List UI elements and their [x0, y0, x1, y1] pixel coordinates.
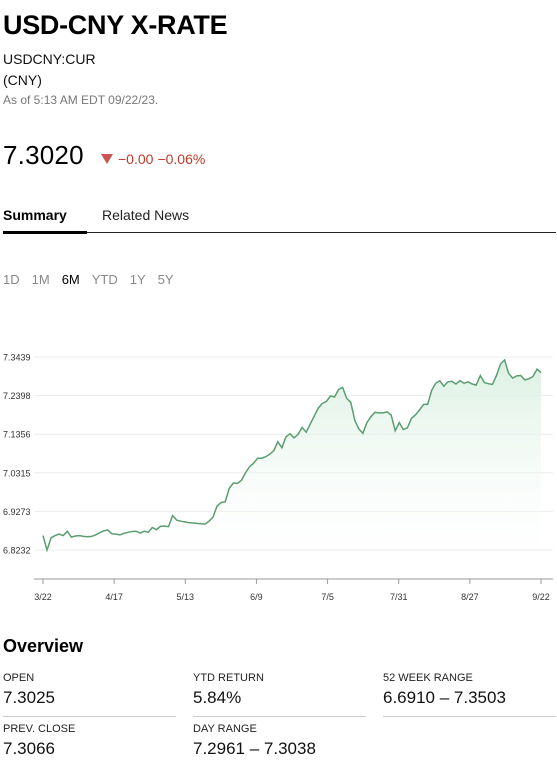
x-tick-label: 8/27: [461, 592, 479, 602]
x-tick-label: 6/9: [250, 592, 263, 602]
range-5y[interactable]: 5Y: [157, 272, 174, 287]
divider: [383, 716, 556, 717]
y-tick-label: 6.9273: [3, 507, 31, 517]
chart-series-line: [42, 358, 542, 553]
change-value: −0.00: [118, 151, 154, 167]
y-tick-label: 7.2398: [3, 391, 31, 401]
divider: [193, 716, 366, 717]
x-tick-label: 3/22: [34, 592, 52, 602]
x-tick-label: 4/17: [105, 592, 123, 602]
stat-value: 7.3025: [3, 688, 55, 707]
page-title: USD-CNY X-RATE: [3, 10, 228, 40]
stat-label: PREV. CLOSE: [3, 723, 76, 735]
stat-value: 5.84%: [193, 688, 242, 707]
x-tick-label: 5/13: [177, 592, 195, 602]
x-tick-label: 7/31: [390, 592, 408, 602]
stat-prev-close: PREV. CLOSE 7.3066: [3, 723, 75, 759]
down-arrow-icon: [101, 154, 113, 164]
x-tick-label: 7/5: [321, 592, 334, 602]
tab-related-news[interactable]: Related News: [102, 207, 190, 223]
change-percent: −0.06%: [157, 151, 206, 167]
stat-label: YTD RETURN: [193, 672, 264, 684]
stat-52-week-range: 52 WEEK RANGE 6.6910 – 7.3503: [383, 672, 506, 708]
tab-bar: Summary Related News: [3, 200, 556, 234]
stat-ytd-return: YTD RETURN 5.84%: [193, 672, 264, 708]
current-price: 7.3020: [3, 140, 84, 170]
price-chart[interactable]: 7.3439 7.2398 7.1356 7.0315 6.9273 6.8232 3/2…: [0, 340, 557, 608]
x-axis-ticks: 3/22 4/17 5/13 6/9 7/5 7/31 8/27 9/22: [34, 579, 550, 602]
overview-heading: Overview: [3, 636, 84, 656]
x-tick-label: 9/22: [532, 592, 550, 602]
stat-label: DAY RANGE: [193, 723, 257, 735]
range-1d[interactable]: 1D: [3, 272, 20, 287]
y-axis-ticks: 7.3439 7.2398 7.1356 7.0315 6.9273 6.8232: [3, 353, 31, 556]
stat-label: OPEN: [3, 672, 35, 684]
price-change: −0.00 −0.06%: [101, 151, 205, 167]
chart-area-fill: [43, 359, 541, 579]
stat-value: 7.2961 – 7.3038: [193, 739, 316, 758]
stat-value: 7.3066: [3, 739, 55, 758]
range-6m[interactable]: 6M: [61, 272, 80, 287]
active-tab-indicator: [3, 231, 87, 234]
range-selector: 1D 1M 6M YTD 1Y 5Y: [3, 272, 186, 287]
y-tick-label: 7.3439: [3, 353, 31, 363]
stat-value: 6.6910 – 7.3503: [383, 688, 506, 707]
currency-label: (CNY): [3, 72, 42, 88]
stat-label: 52 WEEK RANGE: [383, 672, 473, 684]
as-of-timestamp: As of 5:13 AM EDT 09/22/23.: [3, 93, 159, 107]
stat-open: OPEN 7.3025: [3, 672, 55, 708]
divider: [3, 716, 176, 717]
y-tick-label: 6.8232: [3, 546, 31, 556]
y-tick-label: 7.1356: [3, 430, 31, 440]
ticker-symbol: USDCNY:CUR: [3, 51, 96, 67]
range-1m[interactable]: 1M: [31, 272, 50, 287]
stat-day-range: DAY RANGE 7.2961 – 7.3038: [193, 723, 316, 759]
range-ytd[interactable]: YTD: [91, 272, 118, 287]
tab-summary[interactable]: Summary: [3, 207, 67, 223]
range-1y[interactable]: 1Y: [129, 272, 146, 287]
y-tick-label: 7.0315: [3, 468, 31, 478]
